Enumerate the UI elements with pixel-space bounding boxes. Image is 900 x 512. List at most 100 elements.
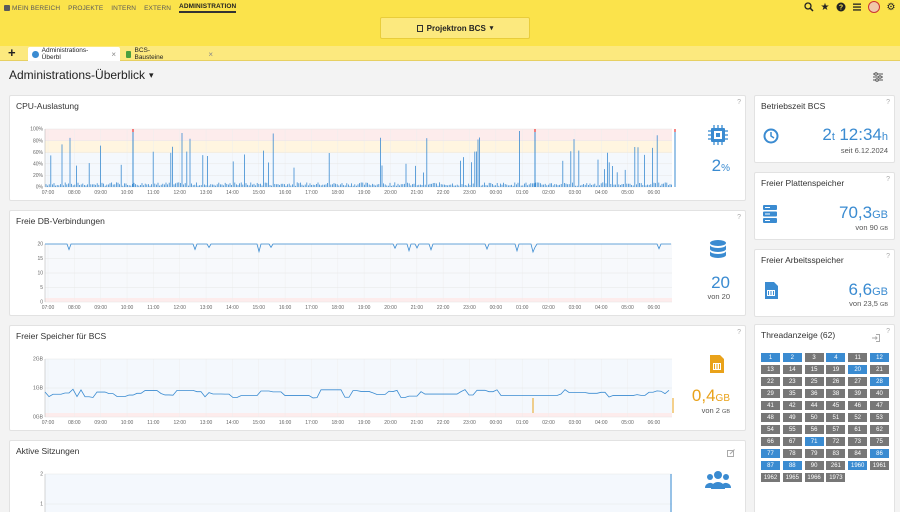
thread-cell[interactable]: 40	[869, 389, 889, 398]
thread-cell[interactable]: 36	[804, 389, 824, 398]
thread-cell[interactable]: 4	[826, 353, 846, 362]
thread-cell[interactable]: 1965	[782, 473, 802, 482]
close-icon[interactable]: ×	[111, 49, 116, 59]
thread-cell[interactable]: 1960	[848, 461, 868, 470]
thread-cell[interactable]: 15	[804, 365, 824, 374]
thread-cell[interactable]: 38	[826, 389, 846, 398]
thread-cell[interactable]: 21	[869, 365, 889, 374]
thread-cell[interactable]: 1973	[826, 473, 846, 482]
thread-cell[interactable]: 78	[782, 449, 802, 458]
tab-bcs-bausteine[interactable]: BCS-Bausteine ×	[122, 47, 217, 61]
thread-cell[interactable]: 1962	[761, 473, 780, 482]
thread-cell[interactable]: 1	[761, 353, 780, 362]
project-selector-button[interactable]: Projektron BCS ▾	[380, 17, 530, 39]
thread-cell[interactable]: 20	[848, 365, 868, 374]
thread-cell[interactable]: 14	[782, 365, 802, 374]
thread-cell[interactable]: 28	[869, 377, 889, 386]
thread-cell[interactable]: 52	[848, 413, 868, 422]
thread-cell[interactable]: 39	[848, 389, 868, 398]
thread-cell[interactable]: 1966	[804, 473, 824, 482]
menu-icon[interactable]	[852, 2, 862, 12]
threads-card-title: Threadanzeige (62)	[761, 330, 836, 340]
thread-cell[interactable]: 66	[761, 437, 780, 446]
nav-projekte[interactable]: PROJEKTE	[68, 4, 104, 12]
help-icon[interactable]: ?	[886, 99, 890, 106]
thread-cell[interactable]: 51	[826, 413, 846, 422]
thread-cell[interactable]: 25	[804, 377, 824, 386]
thread-cell[interactable]: 42	[782, 401, 802, 410]
thread-cell[interactable]: 2	[782, 353, 802, 362]
settings-sliders-icon[interactable]	[872, 70, 884, 82]
nav-intern[interactable]: INTERN	[111, 4, 137, 12]
thread-cell[interactable]: 26	[826, 377, 846, 386]
star-icon[interactable]: ★	[820, 1, 830, 13]
help-icon[interactable]: ?	[737, 99, 741, 106]
thread-cell[interactable]: 67	[782, 437, 802, 446]
thread-cell[interactable]: 49	[782, 413, 802, 422]
add-tab-button[interactable]: +	[8, 45, 16, 60]
thread-cell[interactable]: 47	[869, 401, 889, 410]
thread-cell[interactable]: 12	[869, 353, 889, 362]
x-tick-label: 05:00	[621, 190, 634, 196]
thread-cell[interactable]: 53	[869, 413, 889, 422]
thread-cell[interactable]: 87	[761, 461, 780, 470]
ram-value: 6,6GB	[848, 280, 888, 299]
thread-cell[interactable]: 88	[782, 461, 802, 470]
thread-cell[interactable]: 56	[804, 425, 824, 434]
search-icon[interactable]	[804, 2, 814, 12]
thread-cell[interactable]: 3	[804, 353, 824, 362]
thread-cell[interactable]: 44	[804, 401, 824, 410]
thread-cell[interactable]: 73	[848, 437, 868, 446]
thread-cell[interactable]: 71	[804, 437, 824, 446]
help-icon[interactable]: ?	[836, 2, 846, 12]
thread-cell[interactable]: 46	[848, 401, 868, 410]
thread-cell[interactable]: 77	[761, 449, 780, 458]
help-icon[interactable]: ?	[886, 176, 890, 183]
thread-cell[interactable]: 84	[848, 449, 868, 458]
thread-cell[interactable]: 75	[869, 437, 889, 446]
tab-administration-overview[interactable]: Administrations-Überbl ×	[28, 47, 120, 61]
avatar[interactable]	[868, 1, 880, 13]
thread-cell[interactable]: 22	[761, 377, 780, 386]
gear-icon[interactable]: ⚙	[886, 1, 896, 13]
thread-cell[interactable]: 90	[804, 461, 824, 470]
thread-cell[interactable]: 62	[869, 425, 889, 434]
thread-cell[interactable]: 72	[826, 437, 846, 446]
help-icon[interactable]: ?	[737, 214, 741, 221]
x-tick-label: 00:00	[490, 190, 503, 196]
thread-cell[interactable]: 86	[869, 449, 889, 458]
thread-cell[interactable]: 54	[761, 425, 780, 434]
thread-cell[interactable]: 261	[826, 461, 846, 470]
db-sub-value: von 20	[707, 292, 730, 301]
thread-cell[interactable]: 19	[826, 365, 846, 374]
thread-cell[interactable]: 35	[782, 389, 802, 398]
thread-cell[interactable]: 41	[761, 401, 780, 410]
x-tick-label: 23:00	[463, 190, 476, 196]
thread-cell[interactable]: 61	[848, 425, 868, 434]
help-icon[interactable]: ?	[886, 328, 890, 335]
close-icon[interactable]: ×	[208, 49, 213, 59]
memory-line	[44, 388, 670, 399]
thread-cell[interactable]: 13	[761, 365, 780, 374]
thread-cell[interactable]: 48	[761, 413, 780, 422]
thread-cell[interactable]: 27	[848, 377, 868, 386]
nav-administration[interactable]: ADMINISTRATION	[179, 3, 237, 13]
login-icon[interactable]	[872, 329, 880, 347]
thread-cell[interactable]: 11	[848, 353, 868, 362]
page-title[interactable]: Administrations-Überblick ▾	[9, 68, 154, 82]
thread-cell[interactable]: 29	[761, 389, 780, 398]
thread-cell[interactable]: 45	[826, 401, 846, 410]
external-link-icon[interactable]	[727, 444, 735, 462]
help-icon[interactable]: ?	[737, 329, 741, 336]
nav-mein-bereich[interactable]: MEIN BEREICH	[4, 3, 60, 13]
thread-cell[interactable]: 1961	[869, 461, 889, 470]
thread-cell[interactable]: 50	[804, 413, 824, 422]
thread-cell[interactable]: 83	[826, 449, 846, 458]
nav-extern[interactable]: EXTERN	[144, 4, 172, 12]
x-tick-label: 13:00	[200, 420, 213, 426]
thread-cell[interactable]: 55	[782, 425, 802, 434]
help-icon[interactable]: ?	[886, 253, 890, 260]
thread-cell[interactable]: 23	[782, 377, 802, 386]
thread-cell[interactable]: 79	[804, 449, 824, 458]
thread-cell[interactable]: 57	[826, 425, 846, 434]
